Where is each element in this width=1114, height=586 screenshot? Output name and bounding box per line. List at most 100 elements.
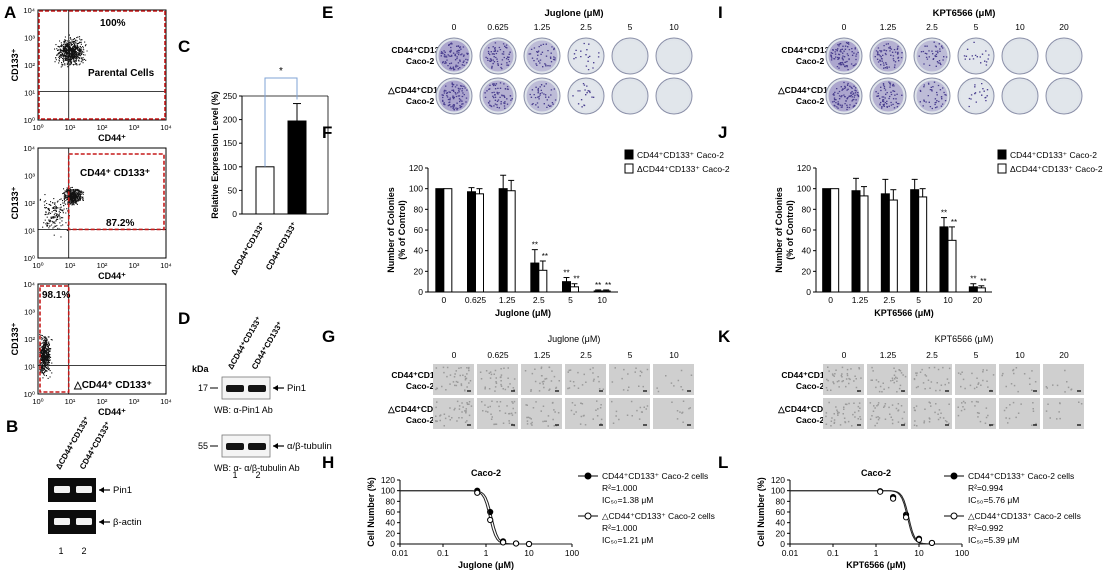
well-stain [916, 80, 948, 112]
y-axis-label: CD133⁺ [10, 48, 20, 81]
bar [601, 290, 611, 293]
row-label: Caco-2 [796, 415, 825, 425]
dose-label: 5 [974, 350, 979, 360]
legend-marker [950, 512, 958, 520]
gate-percent: 100% [100, 18, 126, 29]
culture-well [655, 37, 693, 75]
y-axis-label: Relative Expression Level (%) [210, 91, 220, 219]
y-tick-label: 10⁰ [24, 254, 35, 263]
x-axis-label: CD44⁺ [98, 407, 126, 417]
y-axis-label: Cell Number (%) [366, 477, 376, 547]
y-tick-label: 40 [386, 518, 396, 528]
dose-label: 0 [452, 22, 457, 32]
micrograph [1043, 364, 1084, 395]
x-tick-label: 1 [874, 548, 879, 558]
bar [830, 188, 840, 293]
gate-percent: 98.1% [42, 290, 70, 301]
x-tick-label: 10² [97, 261, 108, 270]
y-tick-label: 120 [771, 475, 785, 485]
y-tick-label: 0 [780, 539, 785, 549]
y-tick-label: 20 [414, 266, 424, 276]
bar [506, 190, 516, 293]
dose-label: 0 [452, 350, 457, 360]
chart-title: Caco-2 [471, 468, 501, 478]
colony-dots [874, 43, 903, 69]
legend-label: ΔCD44⁺CD133⁺ Caco-2 [637, 164, 730, 174]
bar [976, 287, 986, 293]
lane-number: 1 [58, 546, 63, 556]
panel-letter-k: K [718, 327, 731, 346]
cell-texture [1001, 366, 1037, 393]
category-label: 1.25 [499, 295, 516, 305]
well-stain [526, 80, 558, 112]
micro-title-k: KPT6566 (μM) [935, 334, 994, 344]
legend-swatch [624, 149, 634, 160]
panels-g-k-micrographs: Juglone (μM)0 0.625 1.25 2.5 5 10CD44⁺CD133⁺C… [387, 334, 1084, 429]
bar [851, 190, 861, 293]
x-tick-label: 1 [484, 548, 489, 558]
arrow-head [99, 487, 104, 493]
y-axis-label: Number of Colonies [774, 187, 784, 273]
y-tick-label: 10⁰ [24, 390, 35, 399]
gate-rect [39, 285, 70, 393]
dose-label: 0 [842, 350, 847, 360]
y-axis-label: CD133⁺ [10, 322, 20, 355]
dose-label: 0.625 [487, 22, 509, 32]
data-point [902, 514, 910, 521]
dose-label: 2.5 [580, 350, 592, 360]
well-stain [1004, 40, 1036, 72]
gel-band [54, 486, 70, 493]
y-axis-label: (% of Control) [397, 200, 407, 259]
cell-texture [869, 402, 906, 427]
x-tick-label: 10⁰ [32, 123, 43, 132]
row-label: Caco-2 [406, 381, 435, 391]
gate-rect [67, 153, 165, 231]
well-stain [570, 80, 602, 112]
flow-plot-frame [37, 283, 167, 395]
cell-texture [570, 400, 603, 426]
r-squared: R²=0.994 [968, 483, 1003, 493]
panel-letter-l: L [718, 453, 728, 472]
cell-texture [1045, 401, 1083, 420]
cell-texture [435, 400, 473, 427]
data-point [512, 540, 520, 547]
kda-value: 55 [198, 441, 208, 451]
legend-marker [950, 472, 958, 480]
category-label: 10 [597, 295, 607, 305]
category-label: 0 [828, 295, 833, 305]
dose-label: 1.25 [880, 350, 897, 360]
well-stain [1004, 80, 1036, 112]
x-tick-label: 10¹ [65, 261, 76, 270]
significance-mark: ** [532, 241, 538, 250]
legend-label: CD44⁺CD133⁺ Caco-2 [1010, 150, 1097, 160]
colony-dots [484, 82, 513, 109]
y-tick-label: 10⁴ [23, 144, 35, 153]
micrograph [911, 364, 952, 395]
x-tick-label: 10¹ [65, 397, 76, 406]
flow-dots [39, 333, 53, 379]
y-tick-label: 40 [414, 246, 424, 256]
colony-dots [440, 42, 469, 71]
y-tick-label: 20 [386, 528, 396, 538]
bar [947, 239, 957, 293]
row-label: Caco-2 [406, 96, 435, 106]
category-label: 2.5 [883, 295, 895, 305]
culture-well [567, 77, 605, 115]
fit-curve [400, 490, 572, 545]
row-label: Caco-2 [406, 56, 435, 66]
blot-band [226, 385, 244, 392]
culture-well [523, 77, 561, 115]
x-tick-label: 0.1 [827, 548, 839, 558]
legend-label: △CD44⁺CD133⁺ Caco-2 cells [602, 511, 715, 521]
x-tick-label: 100 [955, 548, 969, 558]
row-label: Caco-2 [796, 96, 825, 106]
y-tick-label: 100 [223, 162, 237, 172]
y-tick-label: 20 [776, 528, 786, 538]
band-label: Pin1 [287, 383, 306, 394]
bar [918, 196, 928, 293]
colony-dots [573, 42, 600, 71]
r-squared: R²=0.992 [968, 523, 1003, 533]
cell-texture [435, 366, 472, 392]
